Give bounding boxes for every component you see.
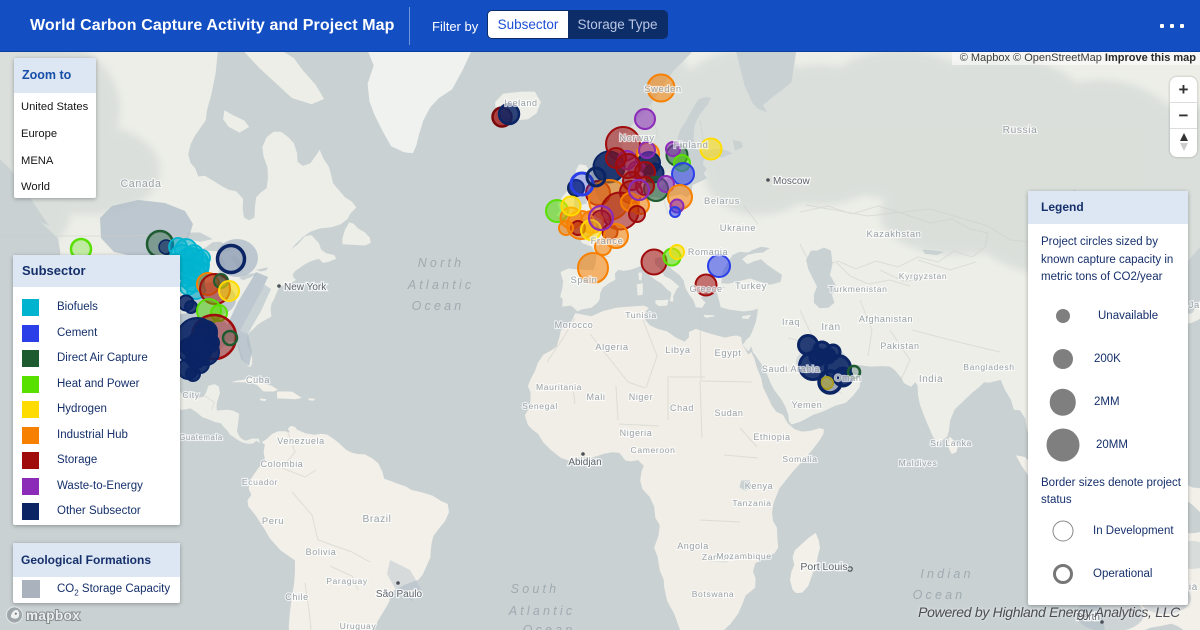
svg-text:City: City xyxy=(182,390,199,400)
svg-text:Ecuador: Ecuador xyxy=(242,477,278,487)
svg-text:Indian: Indian xyxy=(920,567,973,581)
svg-text:Turkmenistan: Turkmenistan xyxy=(829,284,888,294)
svg-text:Kyrgyzstan: Kyrgyzstan xyxy=(899,271,948,281)
svg-text:Chad: Chad xyxy=(670,403,694,413)
svg-text:Nigeria: Nigeria xyxy=(620,428,653,438)
svg-text:Uruguay: Uruguay xyxy=(340,621,377,630)
svg-text:Pakistan: Pakistan xyxy=(880,341,919,351)
svg-text:Angola: Angola xyxy=(677,541,709,551)
svg-text:Belarus: Belarus xyxy=(704,195,740,206)
svg-text:Mali: Mali xyxy=(587,392,606,402)
svg-text:Canada: Canada xyxy=(120,178,161,190)
svg-text:Tunisia: Tunisia xyxy=(625,310,657,320)
svg-text:Moscow: Moscow xyxy=(773,176,810,187)
svg-text:Atlantic: Atlantic xyxy=(407,278,475,292)
svg-text:Ethiopia: Ethiopia xyxy=(753,432,790,442)
svg-text:France: France xyxy=(591,235,624,246)
svg-text:Paraguay: Paraguay xyxy=(326,576,368,586)
svg-text:Atlantic: Atlantic xyxy=(508,604,576,618)
svg-text:Yemen: Yemen xyxy=(792,400,823,410)
svg-text:Kenya: Kenya xyxy=(745,481,774,491)
svg-text:Romania: Romania xyxy=(688,247,728,257)
svg-text:Libya: Libya xyxy=(665,344,691,355)
svg-text:Cuba: Cuba xyxy=(246,375,270,385)
svg-text:Mauritania: Mauritania xyxy=(536,382,582,392)
svg-text:Saudi Arabia: Saudi Arabia xyxy=(762,364,820,374)
svg-text:India: India xyxy=(919,374,943,385)
svg-text:Abidjan: Abidjan xyxy=(568,457,601,468)
svg-text:Egypt: Egypt xyxy=(715,347,742,358)
svg-text:mapbox: mapbox xyxy=(26,608,80,623)
svg-text:Somalia: Somalia xyxy=(782,454,817,464)
svg-text:Niger: Niger xyxy=(629,392,654,402)
svg-text:Senegal: Senegal xyxy=(522,401,558,411)
svg-text:Botswana: Botswana xyxy=(692,589,735,599)
svg-text:Finland: Finland xyxy=(674,139,709,150)
svg-text:Algeria: Algeria xyxy=(595,341,629,352)
svg-text:Port Louis: Port Louis xyxy=(800,561,847,573)
svg-text:Maldives: Maldives xyxy=(899,458,938,468)
svg-text:North: North xyxy=(418,256,465,270)
svg-text:Ocean: Ocean xyxy=(523,623,576,630)
svg-text:Morocco: Morocco xyxy=(555,320,594,330)
svg-text:Brazil: Brazil xyxy=(362,514,391,525)
svg-text:Bangladesh: Bangladesh xyxy=(963,362,1014,372)
svg-text:Mozambique: Mozambique xyxy=(716,551,771,561)
svg-text:Colombia: Colombia xyxy=(261,459,304,469)
svg-text:Kazakhstan: Kazakhstan xyxy=(867,228,922,239)
svg-text:Venezuela: Venezuela xyxy=(277,436,324,446)
svg-text:Tanzania: Tanzania xyxy=(732,498,771,508)
svg-text:Sri Lanka: Sri Lanka xyxy=(930,438,972,448)
svg-text:Ocean: Ocean xyxy=(913,588,966,602)
svg-text:Spain: Spain xyxy=(571,274,598,285)
svg-text:Iraq: Iraq xyxy=(782,317,800,327)
svg-text:Greece: Greece xyxy=(689,284,722,294)
svg-text:Perth: Perth xyxy=(1076,612,1100,623)
svg-text:Peru: Peru xyxy=(262,515,284,526)
svg-text:Chile: Chile xyxy=(285,592,309,602)
svg-text:Turkey: Turkey xyxy=(735,280,767,291)
svg-text:Sudan: Sudan xyxy=(714,408,743,418)
svg-text:Oman: Oman xyxy=(835,373,862,383)
svg-text:Japan: Japan xyxy=(1189,299,1200,310)
svg-text:Iran: Iran xyxy=(821,322,840,333)
svg-text:São Paulo: São Paulo xyxy=(376,589,423,600)
svg-text:Russia: Russia xyxy=(1003,125,1038,136)
svg-text:Ukraine: Ukraine xyxy=(720,222,757,233)
svg-text:Bolivia: Bolivia xyxy=(306,547,337,557)
svg-text:Zambia: Zambia xyxy=(702,552,734,562)
svg-text:Afghanistan: Afghanistan xyxy=(859,314,913,324)
svg-text:Norway: Norway xyxy=(619,132,654,143)
svg-text:Guatemala: Guatemala xyxy=(179,433,223,442)
svg-text:New York: New York xyxy=(284,282,327,293)
svg-text:South: South xyxy=(511,582,560,596)
svg-text:Sweden: Sweden xyxy=(644,83,681,94)
svg-text:Ocean: Ocean xyxy=(412,299,465,313)
svg-text:Iceland: Iceland xyxy=(504,98,537,108)
svg-text:Cameroon: Cameroon xyxy=(631,445,676,455)
